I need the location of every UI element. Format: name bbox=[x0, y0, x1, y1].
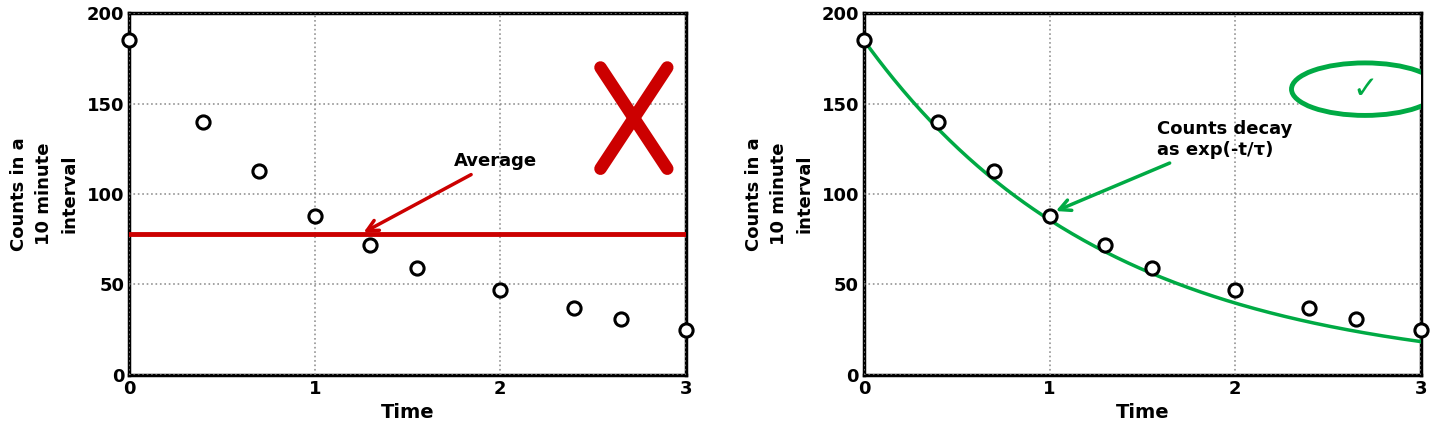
Point bbox=[927, 118, 950, 125]
Point bbox=[1224, 286, 1247, 293]
Point bbox=[303, 212, 326, 219]
Point bbox=[405, 265, 428, 272]
Text: Average: Average bbox=[367, 153, 537, 231]
Point bbox=[359, 241, 382, 248]
Point bbox=[248, 167, 271, 174]
Y-axis label: Counts in a
10 minute
interval: Counts in a 10 minute interval bbox=[745, 137, 814, 251]
Point bbox=[1345, 315, 1368, 322]
X-axis label: Time: Time bbox=[1115, 403, 1170, 422]
X-axis label: Time: Time bbox=[380, 403, 435, 422]
Point bbox=[563, 304, 585, 311]
Point bbox=[1297, 304, 1320, 311]
Point bbox=[610, 315, 633, 322]
Point bbox=[852, 37, 875, 44]
Point bbox=[489, 286, 512, 293]
Y-axis label: Counts in a
10 minute
interval: Counts in a 10 minute interval bbox=[10, 137, 79, 251]
Point bbox=[192, 118, 215, 125]
Text: Counts decay
as exp(-t/τ): Counts decay as exp(-t/τ) bbox=[1059, 120, 1293, 210]
Point bbox=[674, 326, 697, 333]
Point bbox=[118, 37, 141, 44]
Text: ✓: ✓ bbox=[1352, 75, 1378, 104]
Point bbox=[1038, 212, 1060, 219]
Point bbox=[1141, 265, 1164, 272]
Point bbox=[983, 167, 1006, 174]
Ellipse shape bbox=[1292, 63, 1435, 116]
Point bbox=[1409, 326, 1432, 333]
Point bbox=[1093, 241, 1116, 248]
